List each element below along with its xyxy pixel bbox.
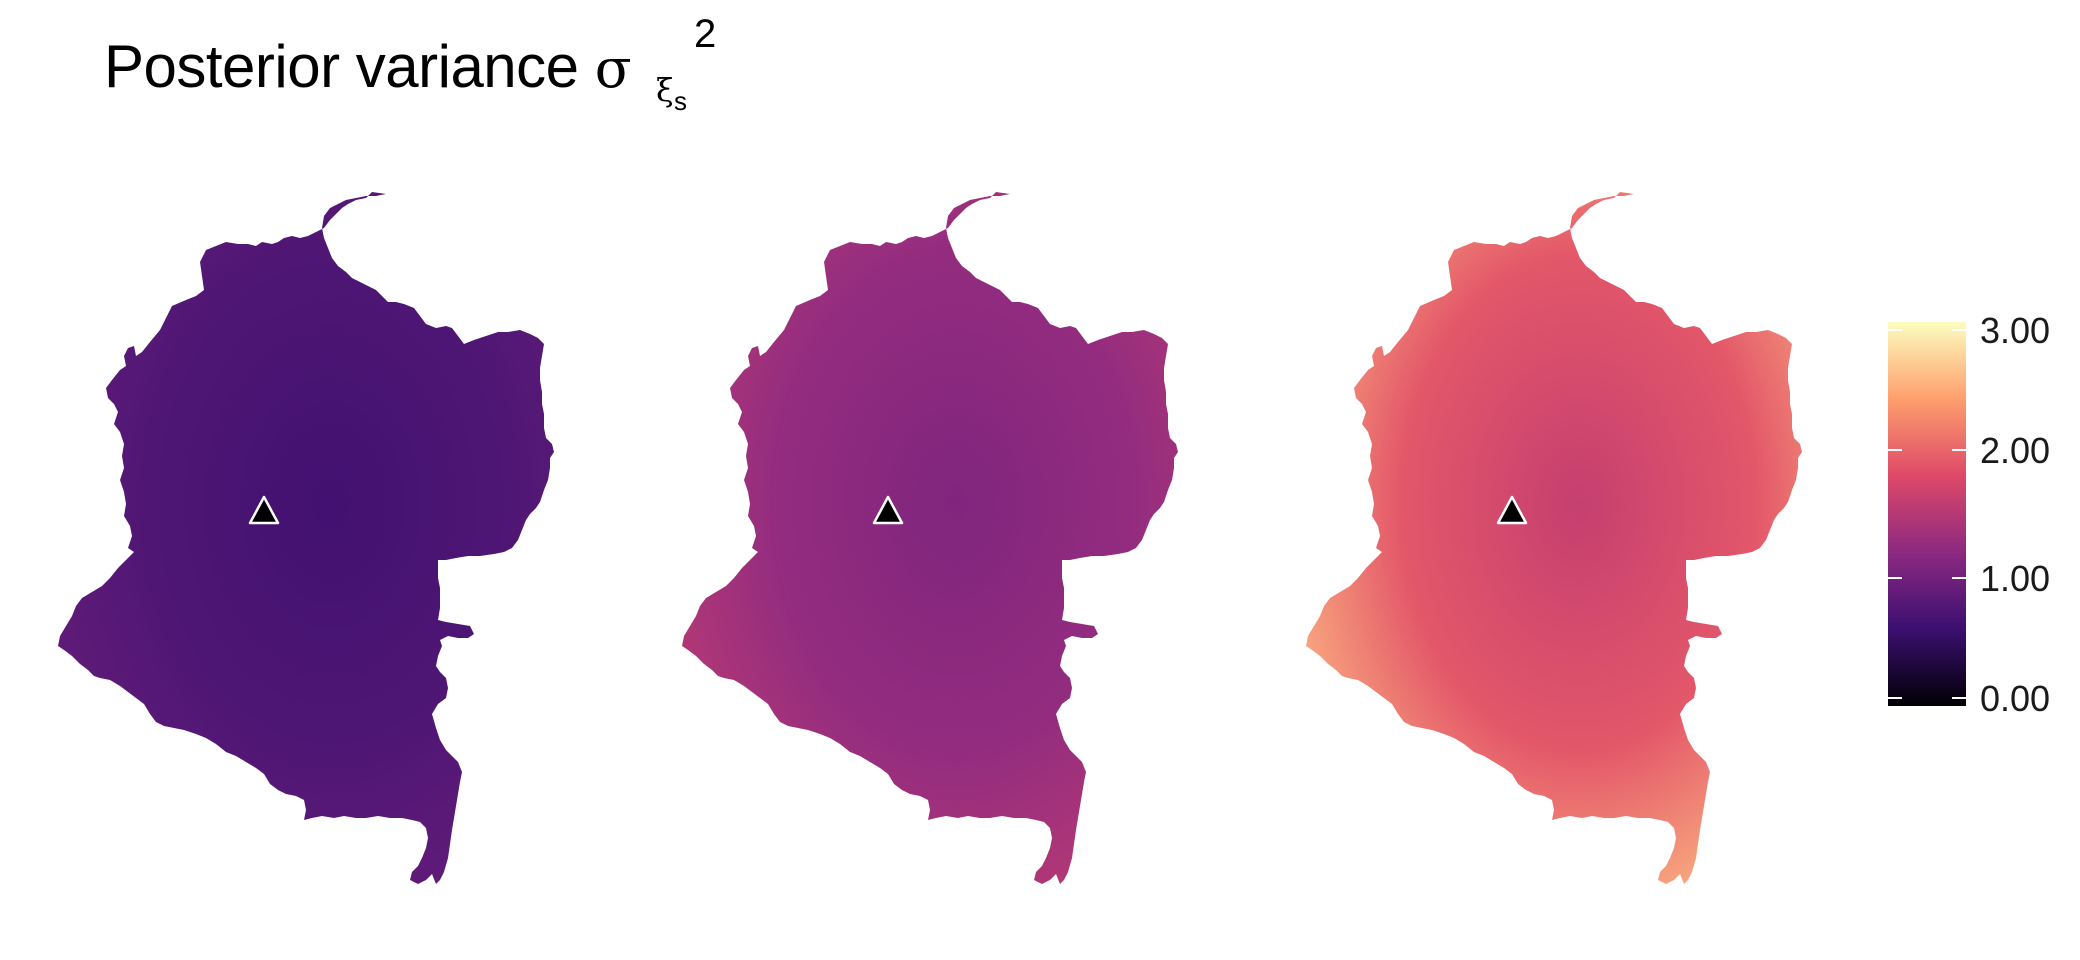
map-panel-1: [58, 192, 554, 884]
chart-title: Posterior variance σ 2 ξ s: [104, 14, 716, 114]
site-marker-1: [248, 495, 280, 525]
colorbar: 0.00 1.00 2.00 3.00: [1888, 310, 2050, 719]
site-marker-2: [872, 495, 904, 525]
colorbar-tick-label-2: 2.00: [1980, 430, 2050, 471]
chart-title-sub-subscript: s: [674, 86, 687, 116]
map-region-1: [58, 192, 554, 884]
map-region-2: [682, 192, 1178, 884]
colorbar-tick-label-1: 1.00: [1980, 558, 2050, 599]
map-panel-3: [1306, 192, 1802, 884]
chart-title-superscript: 2: [694, 12, 716, 56]
chart-title-sigma: σ: [594, 37, 632, 100]
chart-title-text: Posterior variance: [104, 33, 579, 100]
map-region-3: [1306, 192, 1802, 884]
map-panel-2: [682, 192, 1178, 884]
colorbar-tick-label-3: 3.00: [1980, 310, 2050, 351]
site-marker-3: [1496, 495, 1528, 525]
colorbar-gradient: [1888, 322, 1966, 706]
map-panels: [58, 192, 1802, 884]
chart-title-subscript: ξ: [656, 71, 674, 109]
colorbar-tick-label-0: 0.00: [1980, 678, 2050, 719]
